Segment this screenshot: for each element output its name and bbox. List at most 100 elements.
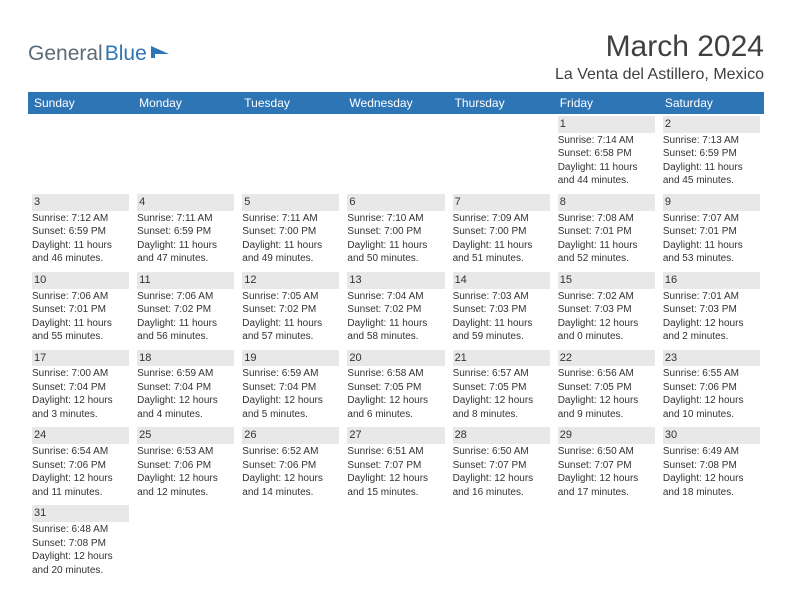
day-number: 2 xyxy=(663,116,760,133)
daylight-text: Daylight: 11 hours and 50 minutes. xyxy=(347,239,444,266)
day-number: 24 xyxy=(32,427,129,444)
day-number: 8 xyxy=(558,194,655,211)
day-cell: 17Sunrise: 7:00 AMSunset: 7:04 PMDayligh… xyxy=(28,348,133,426)
day-info: Sunrise: 6:56 AMSunset: 7:05 PMDaylight:… xyxy=(558,367,655,421)
location-subtitle: La Venta del Astillero, Mexico xyxy=(555,66,764,84)
day-cell: 8Sunrise: 7:08 AMSunset: 7:01 PMDaylight… xyxy=(554,192,659,270)
sunset-text: Sunset: 7:01 PM xyxy=(558,225,655,239)
day-cell: 18Sunrise: 6:59 AMSunset: 7:04 PMDayligh… xyxy=(133,348,238,426)
day-number: 12 xyxy=(242,272,339,289)
sunrise-text: Sunrise: 6:58 AM xyxy=(347,367,444,381)
day-number: 3 xyxy=(32,194,129,211)
sunset-text: Sunset: 7:06 PM xyxy=(242,459,339,473)
sunrise-text: Sunrise: 7:06 AM xyxy=(32,290,129,304)
day-number: 23 xyxy=(663,350,760,367)
logo-text-blue: Blue xyxy=(105,42,147,66)
daylight-text: Daylight: 12 hours and 10 minutes. xyxy=(663,394,760,421)
sunrise-text: Sunrise: 7:03 AM xyxy=(453,290,550,304)
daylight-text: Daylight: 12 hours and 4 minutes. xyxy=(137,394,234,421)
weekday-header-row: Sunday Monday Tuesday Wednesday Thursday… xyxy=(28,92,764,114)
sunset-text: Sunset: 7:05 PM xyxy=(558,381,655,395)
daylight-text: Daylight: 11 hours and 49 minutes. xyxy=(242,239,339,266)
day-cell: 7Sunrise: 7:09 AMSunset: 7:00 PMDaylight… xyxy=(449,192,554,270)
day-number: 29 xyxy=(558,427,655,444)
day-cell: 4Sunrise: 7:11 AMSunset: 6:59 PMDaylight… xyxy=(133,192,238,270)
daylight-text: Daylight: 12 hours and 15 minutes. xyxy=(347,472,444,499)
day-info: Sunrise: 7:07 AMSunset: 7:01 PMDaylight:… xyxy=(663,212,760,266)
day-number: 13 xyxy=(347,272,444,289)
weekday-header: Wednesday xyxy=(343,92,448,114)
week-row: 10Sunrise: 7:06 AMSunset: 7:01 PMDayligh… xyxy=(28,270,764,348)
weekday-header: Friday xyxy=(554,92,659,114)
day-cell xyxy=(554,503,659,581)
weekday-header: Monday xyxy=(133,92,238,114)
day-cell: 5Sunrise: 7:11 AMSunset: 7:00 PMDaylight… xyxy=(238,192,343,270)
day-number: 7 xyxy=(453,194,550,211)
sunset-text: Sunset: 6:58 PM xyxy=(558,147,655,161)
weeks-container: 1Sunrise: 7:14 AMSunset: 6:58 PMDaylight… xyxy=(28,114,764,581)
day-cell: 9Sunrise: 7:07 AMSunset: 7:01 PMDaylight… xyxy=(659,192,764,270)
sunset-text: Sunset: 7:06 PM xyxy=(663,381,760,395)
day-info: Sunrise: 7:09 AMSunset: 7:00 PMDaylight:… xyxy=(453,212,550,266)
day-cell: 15Sunrise: 7:02 AMSunset: 7:03 PMDayligh… xyxy=(554,270,659,348)
sunrise-text: Sunrise: 6:57 AM xyxy=(453,367,550,381)
sunset-text: Sunset: 7:08 PM xyxy=(663,459,760,473)
logo-text-general: General xyxy=(28,42,103,66)
day-info: Sunrise: 6:54 AMSunset: 7:06 PMDaylight:… xyxy=(32,445,129,499)
sunset-text: Sunset: 7:05 PM xyxy=(347,381,444,395)
day-number: 6 xyxy=(347,194,444,211)
daylight-text: Daylight: 11 hours and 47 minutes. xyxy=(137,239,234,266)
week-row: 31Sunrise: 6:48 AMSunset: 7:08 PMDayligh… xyxy=(28,503,764,581)
sunrise-text: Sunrise: 7:05 AM xyxy=(242,290,339,304)
day-cell xyxy=(133,114,238,192)
day-number: 25 xyxy=(137,427,234,444)
sunset-text: Sunset: 7:07 PM xyxy=(558,459,655,473)
sunset-text: Sunset: 7:02 PM xyxy=(242,303,339,317)
sunset-text: Sunset: 6:59 PM xyxy=(137,225,234,239)
sunset-text: Sunset: 7:03 PM xyxy=(453,303,550,317)
daylight-text: Daylight: 12 hours and 5 minutes. xyxy=(242,394,339,421)
day-number: 22 xyxy=(558,350,655,367)
day-cell xyxy=(659,503,764,581)
daylight-text: Daylight: 12 hours and 20 minutes. xyxy=(32,550,129,577)
sunrise-text: Sunrise: 7:10 AM xyxy=(347,212,444,226)
page-root: GeneralBlue March 2024 La Venta del Asti… xyxy=(0,0,792,591)
sunrise-text: Sunrise: 7:14 AM xyxy=(558,134,655,148)
daylight-text: Daylight: 11 hours and 44 minutes. xyxy=(558,161,655,188)
day-info: Sunrise: 7:12 AMSunset: 6:59 PMDaylight:… xyxy=(32,212,129,266)
sunset-text: Sunset: 7:07 PM xyxy=(347,459,444,473)
daylight-text: Daylight: 11 hours and 55 minutes. xyxy=(32,317,129,344)
day-number: 26 xyxy=(242,427,339,444)
day-cell: 22Sunrise: 6:56 AMSunset: 7:05 PMDayligh… xyxy=(554,348,659,426)
day-cell: 3Sunrise: 7:12 AMSunset: 6:59 PMDaylight… xyxy=(28,192,133,270)
week-row: 1Sunrise: 7:14 AMSunset: 6:58 PMDaylight… xyxy=(28,114,764,192)
sunrise-text: Sunrise: 7:11 AM xyxy=(242,212,339,226)
month-title: March 2024 xyxy=(555,30,764,64)
day-number: 1 xyxy=(558,116,655,133)
sunset-text: Sunset: 7:05 PM xyxy=(453,381,550,395)
day-cell xyxy=(343,114,448,192)
day-cell: 21Sunrise: 6:57 AMSunset: 7:05 PMDayligh… xyxy=(449,348,554,426)
logo-flag-icon xyxy=(151,44,171,65)
day-cell: 24Sunrise: 6:54 AMSunset: 7:06 PMDayligh… xyxy=(28,425,133,503)
day-cell: 26Sunrise: 6:52 AMSunset: 7:06 PMDayligh… xyxy=(238,425,343,503)
sunset-text: Sunset: 7:03 PM xyxy=(663,303,760,317)
sunrise-text: Sunrise: 7:01 AM xyxy=(663,290,760,304)
day-info: Sunrise: 7:01 AMSunset: 7:03 PMDaylight:… xyxy=(663,290,760,344)
daylight-text: Daylight: 12 hours and 17 minutes. xyxy=(558,472,655,499)
day-info: Sunrise: 7:05 AMSunset: 7:02 PMDaylight:… xyxy=(242,290,339,344)
day-info: Sunrise: 6:49 AMSunset: 7:08 PMDaylight:… xyxy=(663,445,760,499)
sunrise-text: Sunrise: 6:53 AM xyxy=(137,445,234,459)
day-info: Sunrise: 6:50 AMSunset: 7:07 PMDaylight:… xyxy=(453,445,550,499)
day-cell: 31Sunrise: 6:48 AMSunset: 7:08 PMDayligh… xyxy=(28,503,133,581)
day-number: 18 xyxy=(137,350,234,367)
sunset-text: Sunset: 7:02 PM xyxy=(347,303,444,317)
daylight-text: Daylight: 11 hours and 46 minutes. xyxy=(32,239,129,266)
daylight-text: Daylight: 12 hours and 18 minutes. xyxy=(663,472,760,499)
week-row: 3Sunrise: 7:12 AMSunset: 6:59 PMDaylight… xyxy=(28,192,764,270)
day-cell: 1Sunrise: 7:14 AMSunset: 6:58 PMDaylight… xyxy=(554,114,659,192)
daylight-text: Daylight: 12 hours and 16 minutes. xyxy=(453,472,550,499)
daylight-text: Daylight: 12 hours and 6 minutes. xyxy=(347,394,444,421)
daylight-text: Daylight: 12 hours and 8 minutes. xyxy=(453,394,550,421)
sunset-text: Sunset: 7:06 PM xyxy=(137,459,234,473)
